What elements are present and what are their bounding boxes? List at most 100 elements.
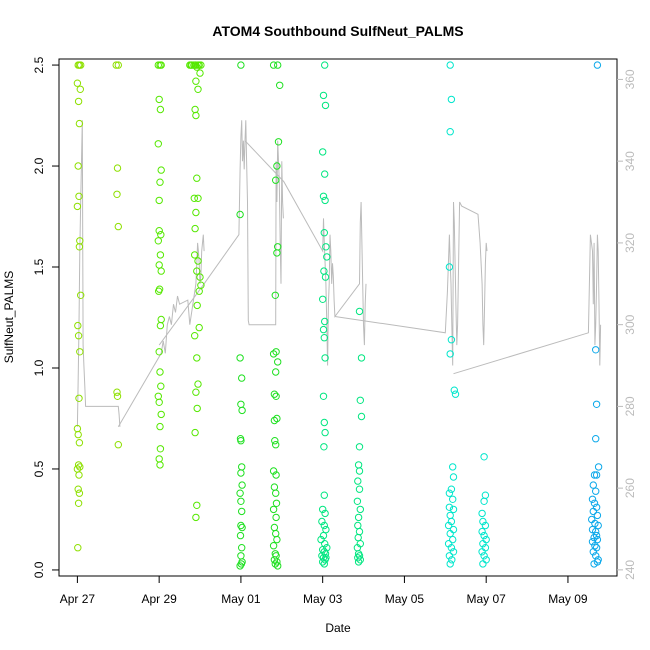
data-point [196,69,204,77]
trace-line [158,120,284,346]
trace-line [76,120,121,427]
data-point [272,441,280,449]
data-point [193,267,201,275]
data-point [113,164,122,172]
data-point [274,358,282,366]
data-point [354,554,362,562]
data-point [270,483,279,491]
data-point [480,531,488,540]
data-point [355,527,364,536]
data-point [321,354,329,362]
data-point [481,521,490,530]
data-point [192,388,200,396]
data-point [276,81,284,90]
data-point [157,267,165,275]
data-point [479,517,487,526]
data-point [449,505,458,514]
data-point [317,535,325,544]
data-point [237,469,245,477]
data-point [320,267,328,275]
data-point [321,61,329,69]
data-point [155,455,163,463]
data-point [155,196,163,205]
data-point [445,489,454,497]
data-point [274,562,282,570]
data-point [319,295,327,303]
data-point [154,237,163,245]
data-point [479,540,487,548]
data-point [193,354,201,362]
data-point [157,166,165,174]
data-point [589,481,597,489]
data-point [593,511,602,520]
data-point [192,208,200,217]
data-point [478,509,486,518]
data-point [594,521,602,530]
data-point [319,91,328,100]
data-point [480,497,488,505]
data-point [236,489,244,497]
point-layer [73,61,603,570]
data-point [589,507,597,516]
data-point [448,556,456,564]
data-point [321,101,330,110]
data-point [238,463,246,471]
x-axis-label: Date [325,621,351,635]
trace-line [117,234,205,428]
data-point [272,392,280,400]
data-point [192,77,200,85]
data-point [592,400,601,408]
data-point [191,224,199,233]
data-point [155,261,163,269]
data-point [479,560,487,568]
data-point [354,533,362,542]
data-point [156,178,164,186]
data-point [237,560,246,568]
data-point [193,501,201,509]
data-point [593,61,602,69]
data-point [193,174,201,182]
data-point [191,61,199,69]
data-point [156,321,165,330]
data-point [190,194,199,203]
data-point [592,346,600,354]
data-point [76,463,84,471]
data-point [357,412,366,421]
data-point [449,473,458,481]
data-point [449,535,457,544]
data-point [112,61,120,69]
data-point [237,437,245,445]
data-point [269,467,278,475]
data-point [355,467,364,475]
data-point [194,380,202,388]
data-point [76,348,84,356]
data-point [319,531,328,540]
data-point [446,511,454,520]
data-point [191,105,199,114]
data-point [272,348,280,356]
data-point [157,382,165,390]
data-point [272,489,280,497]
plot-frame [58,58,618,577]
data-point [156,445,165,453]
data-point [445,503,454,511]
data-point [154,392,163,400]
line-layer [76,120,602,428]
data-point [74,321,82,330]
data-point [73,79,82,87]
x-axis: Apr 27 Apr 29 May 01 May 03 May 05 May 07 May … [60,575,588,606]
data-point [237,61,245,69]
data-point [195,323,203,332]
data-point [113,190,121,199]
y-tick-label: 0.5 [32,460,46,477]
data-point [156,251,165,259]
data-point [272,513,280,522]
data-point [75,119,84,128]
data-point [274,138,283,146]
y-axis-label: SulfNeut_PALMS [2,271,16,364]
data-point [318,517,326,526]
data-point [588,495,597,503]
y2-tick-label: 340 [623,151,637,171]
data-point [590,471,599,479]
data-point [270,556,279,564]
